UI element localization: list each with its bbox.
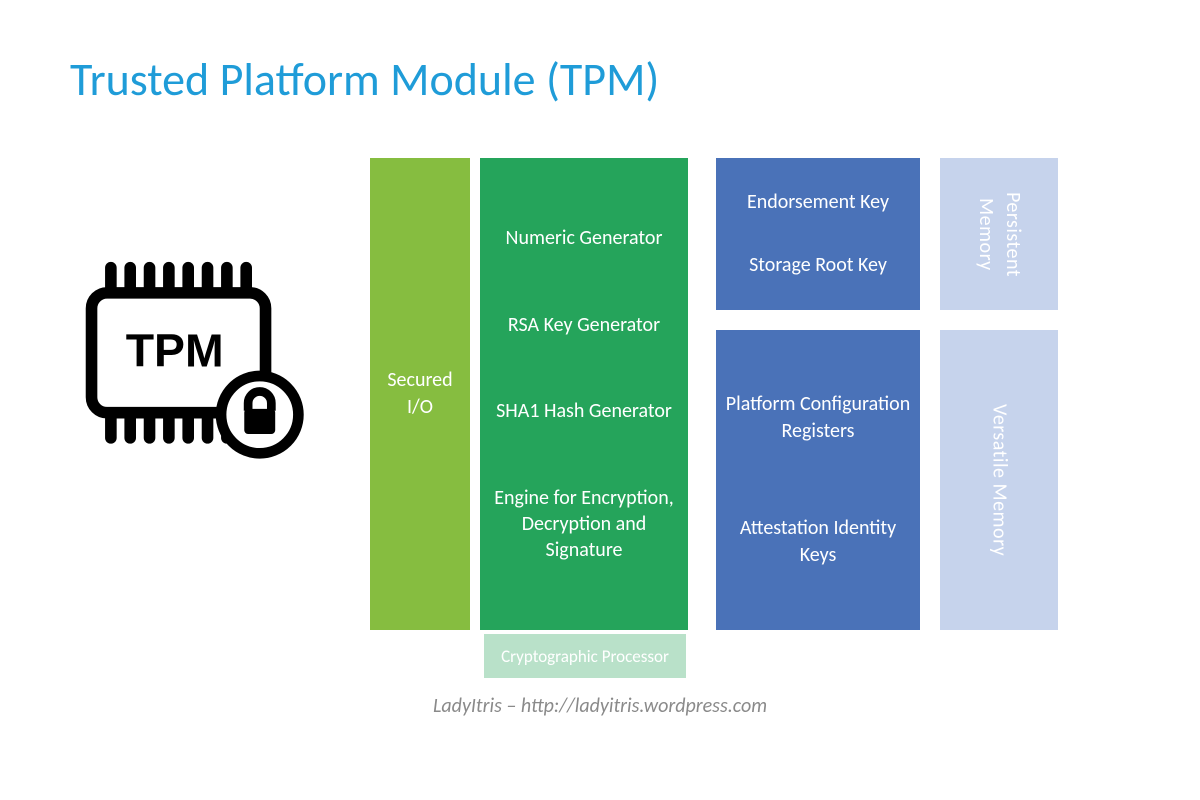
versatile-memory-box: Versatile Memory (940, 330, 1058, 630)
secured-io-box: Secured I/O (370, 158, 470, 630)
persistent-keys-box: Endorsement Key Storage Root Key (716, 158, 920, 310)
persistent-memory-label: Persistent Memory (972, 172, 1026, 296)
attribution-text: LadyItris – http://ladyitris.wordpress.c… (0, 694, 1200, 718)
versatile-memory-label: Versatile Memory (986, 404, 1013, 556)
crypto-item: RSA Key Generator (508, 312, 660, 338)
crypto-item: SHA1 Hash Generator (496, 398, 672, 424)
crypto-item: Engine for Encryption, Decryption and Si… (490, 485, 678, 563)
column-keys: Endorsement Key Storage Root Key Platfor… (716, 158, 920, 630)
column-cryptographic-processor: Numeric Generator RSA Key Generator SHA1… (480, 158, 688, 630)
crypto-item: Numeric Generator (506, 225, 663, 251)
tpm-icon-label: TPM (126, 324, 224, 376)
persistent-memory-box: Persistent Memory (940, 158, 1058, 310)
key-item: Attestation Identity Keys (724, 515, 912, 569)
key-item: Platform Configuration Registers (724, 391, 912, 445)
key-item: Endorsement Key (747, 189, 889, 216)
tpm-architecture-diagram: Secured I/O Numeric Generator RSA Key Ge… (370, 158, 1100, 630)
crypto-processor-box: Numeric Generator RSA Key Generator SHA1… (480, 158, 688, 630)
key-item: Storage Root Key (749, 252, 887, 279)
versatile-keys-box: Platform Configuration Registers Attesta… (716, 330, 920, 630)
page-title: Trusted Platform Module (TPM) (70, 52, 659, 108)
column-secured-io: Secured I/O (370, 158, 470, 630)
cryptographic-processor-label: Cryptographic Processor (484, 634, 686, 678)
column-memory: Persistent Memory Versatile Memory (940, 158, 1058, 630)
tpm-chip-icon: TPM (78, 260, 310, 463)
